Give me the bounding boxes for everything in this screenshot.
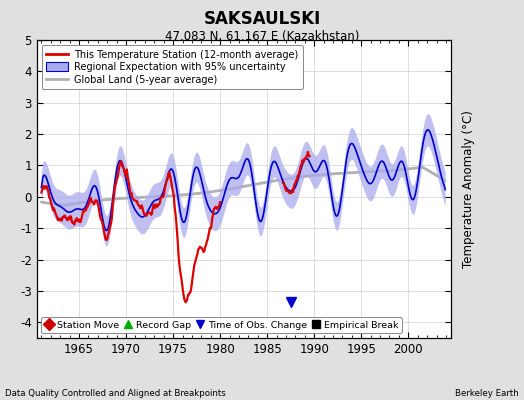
Text: SAKSAULSKI: SAKSAULSKI [203, 10, 321, 28]
Text: Berkeley Earth: Berkeley Earth [455, 389, 519, 398]
Legend: Station Move, Record Gap, Time of Obs. Change, Empirical Break: Station Move, Record Gap, Time of Obs. C… [41, 317, 402, 333]
Y-axis label: Temperature Anomaly (°C): Temperature Anomaly (°C) [463, 110, 475, 268]
Text: 47.083 N, 61.167 E (Kazakhstan): 47.083 N, 61.167 E (Kazakhstan) [165, 30, 359, 43]
Text: Data Quality Controlled and Aligned at Breakpoints: Data Quality Controlled and Aligned at B… [5, 389, 226, 398]
